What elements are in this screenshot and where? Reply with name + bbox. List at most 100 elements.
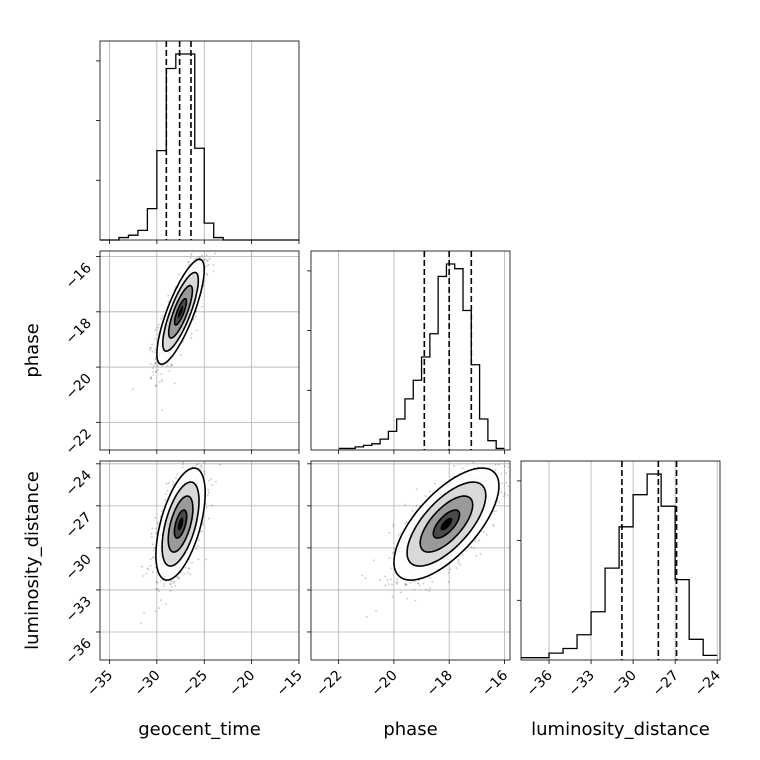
sample-point bbox=[390, 578, 393, 581]
histogram-panel-luminosity_distance: −36 −33 −30 −27 −24 bbox=[517, 460, 724, 700]
sample-point bbox=[384, 575, 387, 578]
x-tick-label: −22 bbox=[313, 668, 345, 700]
y-tick-label: −22 bbox=[63, 426, 95, 458]
x-tick-label: −33 bbox=[566, 668, 598, 700]
sample-point bbox=[512, 502, 514, 504]
sample-point bbox=[366, 616, 368, 618]
sample-point bbox=[433, 482, 436, 485]
sample-point bbox=[478, 539, 481, 542]
sample-point bbox=[207, 259, 209, 262]
sample-point bbox=[413, 580, 416, 583]
sample-point bbox=[179, 354, 182, 356]
sample-point bbox=[172, 484, 174, 486]
sample-point bbox=[190, 252, 193, 255]
y-axis-label-phase: phase bbox=[22, 323, 43, 377]
sample-point bbox=[159, 579, 162, 582]
sample-point bbox=[510, 470, 512, 472]
sample-point bbox=[157, 326, 160, 329]
sample-point bbox=[205, 254, 208, 257]
panel-frame bbox=[310, 460, 511, 661]
contour-line bbox=[393, 467, 500, 581]
sample-point bbox=[204, 457, 206, 459]
sample-point bbox=[214, 252, 216, 255]
sample-point bbox=[205, 264, 208, 267]
sample-point bbox=[494, 468, 497, 471]
sample-point bbox=[168, 482, 171, 484]
sample-point bbox=[156, 588, 159, 590]
sample-point bbox=[165, 492, 167, 495]
histogram-bin bbox=[438, 276, 446, 450]
sample-point bbox=[475, 554, 478, 557]
sample-point bbox=[396, 581, 399, 584]
sample-point bbox=[406, 597, 409, 600]
histogram-bin bbox=[488, 441, 496, 450]
sample-point bbox=[152, 549, 155, 552]
sample-point bbox=[173, 580, 176, 583]
sample-point bbox=[503, 495, 505, 498]
sample-point bbox=[171, 364, 174, 367]
sample-point bbox=[158, 381, 161, 384]
histogram-bin bbox=[413, 380, 421, 450]
sample-point bbox=[160, 378, 163, 381]
sample-point bbox=[158, 323, 160, 326]
sample-point bbox=[373, 559, 375, 562]
y-tick-label: −20 bbox=[63, 371, 95, 403]
contour-line bbox=[162, 271, 200, 353]
sample-point bbox=[150, 533, 153, 535]
sample-point bbox=[155, 358, 157, 361]
sample-point bbox=[447, 581, 450, 583]
sample-point bbox=[154, 610, 157, 613]
contour-line bbox=[155, 467, 207, 581]
x-tick-label: −25 bbox=[179, 668, 211, 700]
histogram-bin bbox=[195, 148, 204, 240]
sample-point bbox=[459, 563, 462, 566]
sample-point bbox=[404, 522, 407, 525]
sample-point bbox=[504, 492, 507, 494]
histogram-bin bbox=[176, 54, 185, 240]
sample-point bbox=[207, 517, 210, 520]
x-axis-label-phase: phase bbox=[383, 719, 437, 740]
sample-point bbox=[464, 453, 466, 455]
sample-point bbox=[514, 491, 516, 493]
sample-point bbox=[154, 362, 157, 365]
sample-point bbox=[159, 599, 162, 602]
sample-point bbox=[146, 567, 149, 570]
sample-point bbox=[155, 580, 158, 583]
sample-point bbox=[158, 590, 160, 593]
joint-panel-geocent_time-phase: −22 −20 −18 −16 bbox=[63, 248, 300, 458]
sample-point bbox=[189, 573, 192, 576]
sample-point bbox=[203, 473, 206, 475]
sample-point bbox=[504, 465, 506, 468]
sample-point bbox=[198, 256, 201, 259]
histogram-bin bbox=[471, 365, 479, 450]
sample-point bbox=[155, 527, 157, 530]
histogram-bin bbox=[661, 506, 675, 660]
sample-point bbox=[151, 371, 154, 374]
sample-point bbox=[474, 540, 477, 543]
sample-point bbox=[170, 586, 173, 588]
sample-point bbox=[149, 564, 152, 567]
sample-point bbox=[485, 533, 488, 536]
sample-point bbox=[186, 261, 189, 264]
sample-point bbox=[166, 489, 169, 492]
sample-point bbox=[151, 571, 154, 573]
sample-point bbox=[205, 558, 208, 561]
sample-point bbox=[150, 346, 153, 349]
sample-point bbox=[161, 510, 163, 512]
sample-point bbox=[168, 370, 171, 373]
sample-point bbox=[150, 377, 153, 380]
sample-point bbox=[157, 523, 160, 526]
histogram-bin bbox=[703, 655, 717, 660]
sample-point bbox=[193, 258, 196, 261]
sample-point bbox=[422, 582, 425, 585]
sample-point bbox=[208, 248, 210, 250]
histogram-bin bbox=[463, 311, 471, 450]
sample-point bbox=[190, 332, 193, 335]
sample-point bbox=[154, 362, 157, 365]
sample-point bbox=[195, 464, 198, 466]
sample-point bbox=[495, 510, 497, 513]
sample-point bbox=[150, 536, 153, 539]
sample-point bbox=[165, 603, 168, 605]
joint-panel-phase-luminosity_distance: −22 −20 −18 −16 bbox=[307, 453, 516, 700]
